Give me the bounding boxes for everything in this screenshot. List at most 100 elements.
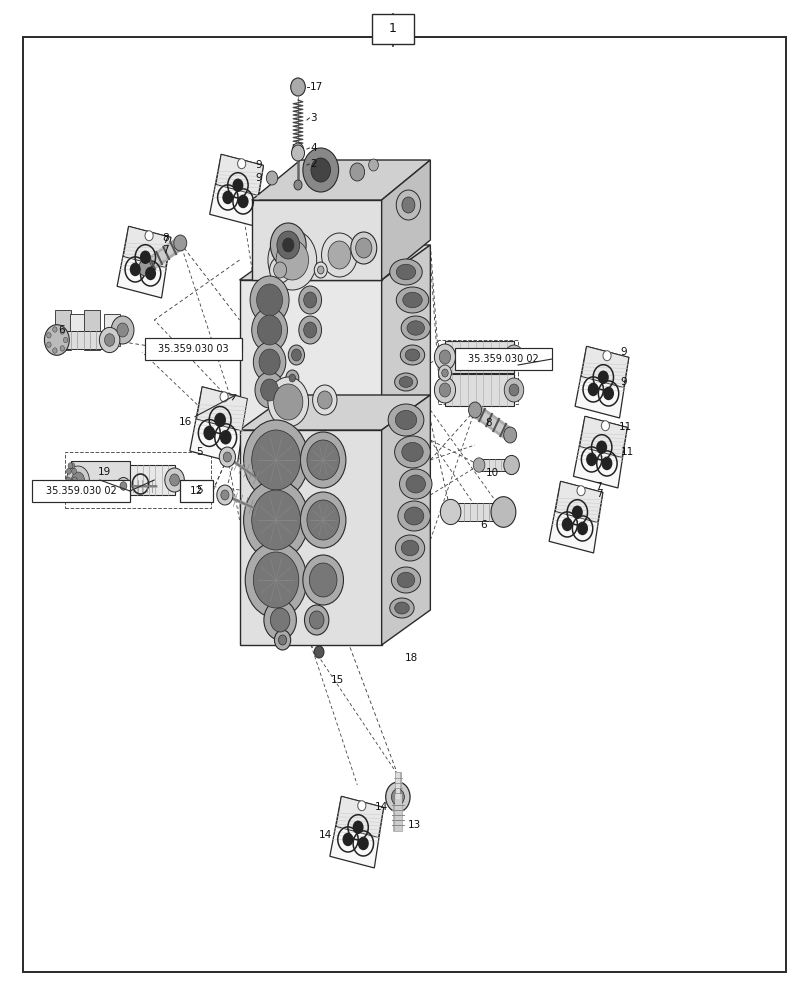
Circle shape: [238, 195, 248, 208]
Text: 1: 1: [388, 22, 397, 35]
Ellipse shape: [389, 598, 414, 618]
Bar: [65, 452, 211, 508]
Circle shape: [220, 430, 231, 445]
Circle shape: [273, 384, 303, 420]
Text: 7: 7: [595, 489, 602, 499]
Circle shape: [269, 257, 290, 283]
Circle shape: [253, 342, 285, 382]
Text: 3: 3: [310, 113, 316, 123]
Circle shape: [434, 377, 455, 403]
Ellipse shape: [395, 535, 424, 561]
Bar: [438, 340, 517, 404]
Polygon shape: [239, 245, 430, 280]
Circle shape: [63, 337, 68, 343]
Polygon shape: [381, 245, 430, 430]
Circle shape: [243, 480, 308, 560]
Circle shape: [577, 486, 585, 496]
Circle shape: [438, 365, 451, 381]
Circle shape: [303, 292, 316, 308]
Circle shape: [304, 605, 328, 635]
Polygon shape: [381, 160, 430, 280]
Circle shape: [169, 474, 179, 486]
Circle shape: [342, 833, 353, 846]
Text: 11: 11: [618, 422, 631, 432]
Circle shape: [290, 78, 305, 96]
Circle shape: [53, 327, 57, 332]
Circle shape: [278, 635, 286, 645]
Polygon shape: [579, 416, 626, 458]
Circle shape: [368, 159, 378, 171]
Text: 6: 6: [480, 520, 487, 530]
Circle shape: [270, 608, 290, 632]
Circle shape: [300, 492, 345, 548]
Circle shape: [291, 349, 301, 361]
Polygon shape: [117, 226, 170, 298]
Circle shape: [251, 308, 287, 352]
Bar: [450, 503, 503, 521]
Circle shape: [294, 180, 302, 190]
Circle shape: [60, 346, 64, 351]
Bar: [55, 310, 71, 350]
Text: 10: 10: [485, 468, 498, 478]
Text: 2: 2: [310, 159, 316, 169]
Circle shape: [282, 238, 294, 252]
Circle shape: [317, 266, 324, 274]
Polygon shape: [209, 154, 263, 226]
Bar: [130, 465, 174, 495]
Text: 8: 8: [485, 418, 491, 428]
Ellipse shape: [391, 567, 420, 593]
Circle shape: [439, 383, 450, 397]
Circle shape: [311, 158, 330, 182]
Circle shape: [307, 440, 339, 480]
Circle shape: [139, 251, 151, 264]
Ellipse shape: [401, 316, 430, 340]
Text: 14: 14: [319, 830, 332, 840]
Circle shape: [317, 391, 332, 409]
Circle shape: [307, 500, 339, 540]
Circle shape: [223, 452, 231, 462]
Circle shape: [251, 490, 300, 550]
Circle shape: [300, 432, 345, 488]
Circle shape: [358, 801, 366, 811]
Text: 15: 15: [331, 675, 344, 685]
Circle shape: [288, 392, 304, 412]
Circle shape: [60, 329, 64, 334]
Circle shape: [266, 171, 277, 185]
Polygon shape: [548, 481, 602, 553]
Bar: [371, 14, 414, 44]
Text: 16: 16: [178, 417, 191, 427]
Text: 6: 6: [58, 325, 65, 335]
Text: 19: 19: [97, 467, 110, 477]
Circle shape: [355, 238, 371, 258]
Text: 8: 8: [162, 233, 169, 243]
Circle shape: [603, 351, 611, 361]
Circle shape: [504, 378, 523, 402]
Text: 5: 5: [195, 447, 202, 457]
Ellipse shape: [400, 345, 424, 365]
Circle shape: [255, 372, 284, 408]
Text: 35.359.030 03: 35.359.030 03: [158, 344, 228, 354]
Circle shape: [309, 611, 324, 629]
Circle shape: [68, 463, 73, 469]
Text: 7: 7: [162, 235, 169, 245]
Text: 9: 9: [620, 377, 626, 387]
Circle shape: [503, 427, 516, 443]
Circle shape: [117, 323, 128, 337]
Circle shape: [67, 468, 71, 474]
Text: 9: 9: [620, 347, 626, 357]
Polygon shape: [123, 226, 170, 268]
Circle shape: [139, 260, 152, 276]
Text: 17: 17: [310, 82, 323, 92]
Circle shape: [219, 447, 235, 467]
Polygon shape: [239, 430, 381, 645]
Circle shape: [238, 159, 246, 169]
Text: 9: 9: [255, 160, 261, 170]
Circle shape: [503, 455, 519, 475]
Ellipse shape: [397, 501, 430, 531]
Bar: [104, 314, 120, 346]
Ellipse shape: [401, 442, 423, 462]
Polygon shape: [573, 416, 626, 488]
Bar: [32, 480, 130, 502]
Circle shape: [217, 485, 233, 505]
Circle shape: [298, 316, 321, 344]
